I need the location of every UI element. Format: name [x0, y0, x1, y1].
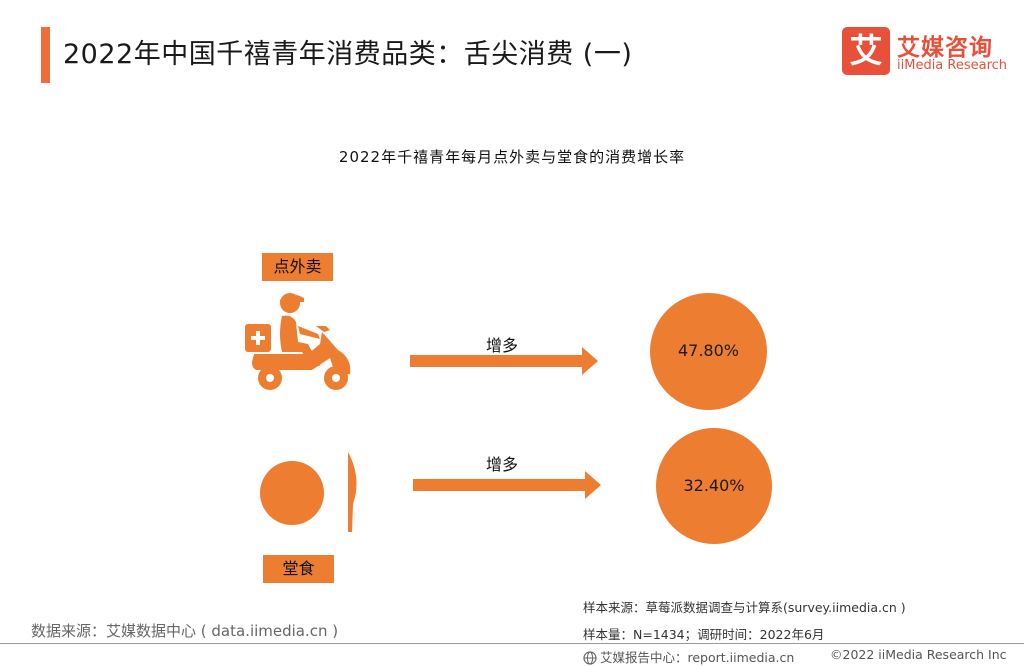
logo-english-name: iiMedia Research — [897, 58, 1008, 73]
category-label-delivery: 点外卖 — [262, 253, 333, 281]
trend-label-dine-in: 增多 — [486, 455, 519, 474]
delivery-scooter-icon — [245, 293, 351, 390]
sample-source: 样本来源：草莓派数据调查与计算系(survey.iimedia.cn ) — [583, 600, 906, 615]
value-label-delivery: 47.80% — [677, 341, 739, 360]
footer-report-center: 艾媒报告中心：report.iimedia.cn — [583, 647, 794, 666]
chart-title: 2022年千禧青年每月点外卖与堂食的消费增长率 — [338, 148, 686, 166]
logo-mark-icon: 艾 — [842, 27, 890, 75]
value-circle-delivery: 47.80% — [650, 293, 767, 410]
brand-logo: 艾 艾媒咨询 iiMedia Research — [842, 27, 1012, 77]
right-arrow-icon — [410, 347, 598, 375]
footer-divider — [0, 643, 1024, 644]
page-title: 2022年中国千禧青年消费品类：舌尖消费 (一) — [63, 39, 633, 70]
copyright: ©2022 iiMedia Research Inc — [830, 647, 1007, 662]
logo-chinese-name: 艾媒咨询 — [897, 35, 993, 61]
globe-icon — [583, 651, 597, 665]
sample-size: 样本量：N=1434；调研时间：2022年6月 — [583, 627, 825, 642]
report-center-text: 艾媒报告中心：report.iimedia.cn — [600, 650, 795, 665]
category-label-dine-in: 堂食 — [263, 555, 334, 583]
value-circle-dine-in: 32.40% — [656, 428, 772, 544]
data-source: 数据来源：艾媒数据中心 ( data.iimedia.cn ) — [31, 622, 339, 640]
right-arrow-icon — [413, 471, 601, 499]
value-label-dine-in: 32.40% — [683, 476, 745, 495]
title-accent-bar — [41, 27, 50, 83]
trend-label-delivery: 增多 — [486, 336, 519, 355]
plate-knife-icon — [260, 452, 357, 532]
